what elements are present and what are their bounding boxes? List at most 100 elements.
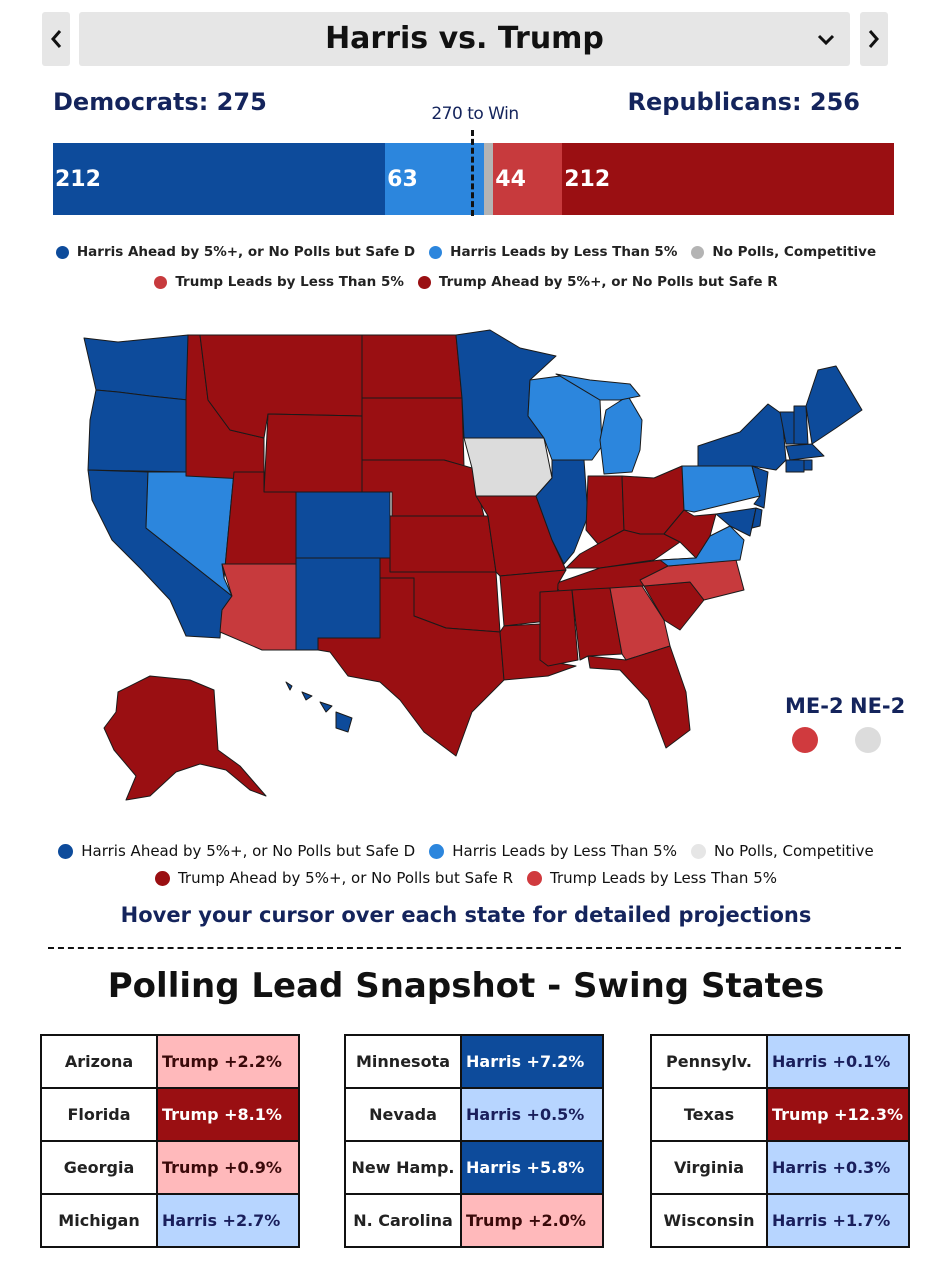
state-wyoming xyxy=(263,413,363,493)
us-map[interactable] xyxy=(0,320,932,820)
legend-item: No Polls, Competitive xyxy=(691,244,876,260)
legend-dot xyxy=(429,245,443,259)
swing-table-2: Minnesota Harris +7.2% Nevada Harris +0.5%… xyxy=(344,1034,604,1248)
state-name: Michigan xyxy=(40,1193,158,1248)
state-florida xyxy=(587,645,691,749)
legend-item: Harris Leads by Less Than 5% xyxy=(429,842,677,860)
table-row[interactable]: Michigan Harris +2.7% xyxy=(40,1193,300,1248)
state-iowa xyxy=(463,437,553,497)
state-new-mexico xyxy=(295,557,381,651)
dem-total: Democrats: 275 xyxy=(53,88,267,116)
state-name: Minnesota xyxy=(344,1034,462,1089)
table-row[interactable]: Pennsylv. Harris +0.1% xyxy=(650,1034,910,1089)
legend-item: Harris Ahead by 5%+, or No Polls but Saf… xyxy=(58,842,415,860)
legend-item: Trump Leads by Less Than 5% xyxy=(527,869,777,887)
state-name: Georgia xyxy=(40,1140,158,1195)
table-row[interactable]: Wisconsin Harris +1.7% xyxy=(650,1193,910,1248)
bar-segment-lean_d: 63 xyxy=(385,143,484,215)
legend-dot xyxy=(55,245,69,259)
swing-table-3: Pennsylv. Harris +0.1% Texas Trump +12.3% … xyxy=(650,1034,910,1248)
prev-button[interactable] xyxy=(42,12,70,66)
table-row[interactable]: New Hamp. Harris +5.8% xyxy=(344,1140,604,1195)
state-new-york xyxy=(697,403,787,471)
legend-dot xyxy=(691,245,705,259)
legend-label: Trump Ahead by 5%+, or No Polls but Safe… xyxy=(177,869,514,887)
ne2-marker[interactable] xyxy=(855,727,881,753)
legend-dot xyxy=(417,275,431,289)
legend-dot xyxy=(154,275,168,289)
ne2-label: NE-2 xyxy=(850,694,906,718)
state-maryland xyxy=(715,507,757,537)
section-divider xyxy=(48,947,901,949)
next-button[interactable] xyxy=(860,12,888,66)
state-massachusetts xyxy=(785,443,825,461)
state-alabama xyxy=(571,587,623,661)
table-row[interactable]: Minnesota Harris +7.2% xyxy=(344,1034,604,1089)
state-mississippi xyxy=(539,589,579,667)
state-hawaii xyxy=(285,681,353,733)
legend-item: Trump Ahead by 5%+, or No Polls but Safe… xyxy=(417,274,778,290)
legend-dot xyxy=(429,843,445,859)
state-name: N. Carolina xyxy=(344,1193,462,1248)
state-michigan xyxy=(599,395,643,475)
state-rhode-island xyxy=(803,459,813,471)
bar-segment-tossup xyxy=(483,143,494,215)
table-row[interactable]: Virginia Harris +0.3% xyxy=(650,1140,910,1195)
state-south-dakota xyxy=(361,397,465,467)
me2-label: ME-2 xyxy=(785,694,844,718)
state-name: New Hamp. xyxy=(344,1140,462,1195)
state-maine xyxy=(805,365,863,445)
chevron-right-icon xyxy=(868,30,879,48)
matchup-select-value: Harris vs. Trump xyxy=(325,21,604,56)
table-row[interactable]: Georgia Trump +0.9% xyxy=(40,1140,300,1195)
state-west-virginia xyxy=(663,509,717,559)
state-lead: Trump +0.9% xyxy=(156,1140,300,1195)
threshold-label: 270 to Win xyxy=(431,104,519,124)
table-row[interactable]: Nevada Harris +0.5% xyxy=(344,1087,604,1142)
table-row[interactable]: Texas Trump +12.3% xyxy=(650,1087,910,1142)
matchup-select[interactable]: Harris vs. Trump xyxy=(79,12,850,66)
state-name: Virginia xyxy=(650,1140,768,1195)
state-name: Nevada xyxy=(344,1087,462,1142)
legend-top: Harris Ahead by 5%+, or No Polls but Saf… xyxy=(0,244,932,290)
state-alaska xyxy=(103,675,267,801)
table-row[interactable]: Arizona Trump +2.2% xyxy=(40,1034,300,1089)
bar-segment-safe_d: 212 xyxy=(53,143,386,215)
legend-item: Trump Leads by Less Than 5% xyxy=(154,274,404,290)
legend-label: Trump Leads by Less Than 5% xyxy=(175,274,404,290)
chevron-down-icon xyxy=(817,34,835,46)
state-lead: Trump +2.0% xyxy=(460,1193,604,1248)
state-delaware xyxy=(751,507,763,529)
state-new-jersey xyxy=(751,465,769,509)
legend-item: Trump Ahead by 5%+, or No Polls but Safe… xyxy=(154,869,514,887)
legend-label: Harris Leads by Less Than 5% xyxy=(452,842,677,860)
table-row[interactable]: N. Carolina Trump +2.0% xyxy=(344,1193,604,1248)
snapshot-title: Polling Lead Snapshot - Swing States xyxy=(107,966,825,1006)
state-lead: Harris +0.3% xyxy=(766,1140,910,1195)
state-texas xyxy=(317,577,505,757)
state-kansas xyxy=(389,515,497,573)
state-name: Arizona xyxy=(40,1034,158,1089)
state-lead: Harris +5.8% xyxy=(460,1140,604,1195)
legend-label: Harris Ahead by 5%+, or No Polls but Saf… xyxy=(81,842,416,860)
state-name: Pennsylv. xyxy=(650,1034,768,1089)
state-oregon xyxy=(87,389,189,473)
bar-segment-safe_r: 212 xyxy=(562,143,895,215)
state-michigan-up xyxy=(555,373,641,401)
state-colorado xyxy=(295,491,391,559)
state-name: Texas xyxy=(650,1087,768,1142)
state-lead: Harris +0.5% xyxy=(460,1087,604,1142)
state-lead: Harris +2.7% xyxy=(156,1193,300,1248)
legend-dot xyxy=(154,870,170,886)
legend-label: Harris Ahead by 5%+, or No Polls but Saf… xyxy=(76,244,416,260)
state-pennsylvania xyxy=(681,465,761,513)
state-name: Florida xyxy=(40,1087,158,1142)
state-new-hampshire xyxy=(793,405,809,445)
legend-label: No Polls, Competitive xyxy=(712,244,877,260)
state-arizona xyxy=(219,563,297,651)
legend-label: Harris Leads by Less Than 5% xyxy=(450,244,678,260)
legend-label: Trump Ahead by 5%+, or No Polls but Safe… xyxy=(438,274,778,290)
me2-marker[interactable] xyxy=(792,727,818,753)
table-row[interactable]: Florida Trump +8.1% xyxy=(40,1087,300,1142)
state-name: Wisconsin xyxy=(650,1193,768,1248)
